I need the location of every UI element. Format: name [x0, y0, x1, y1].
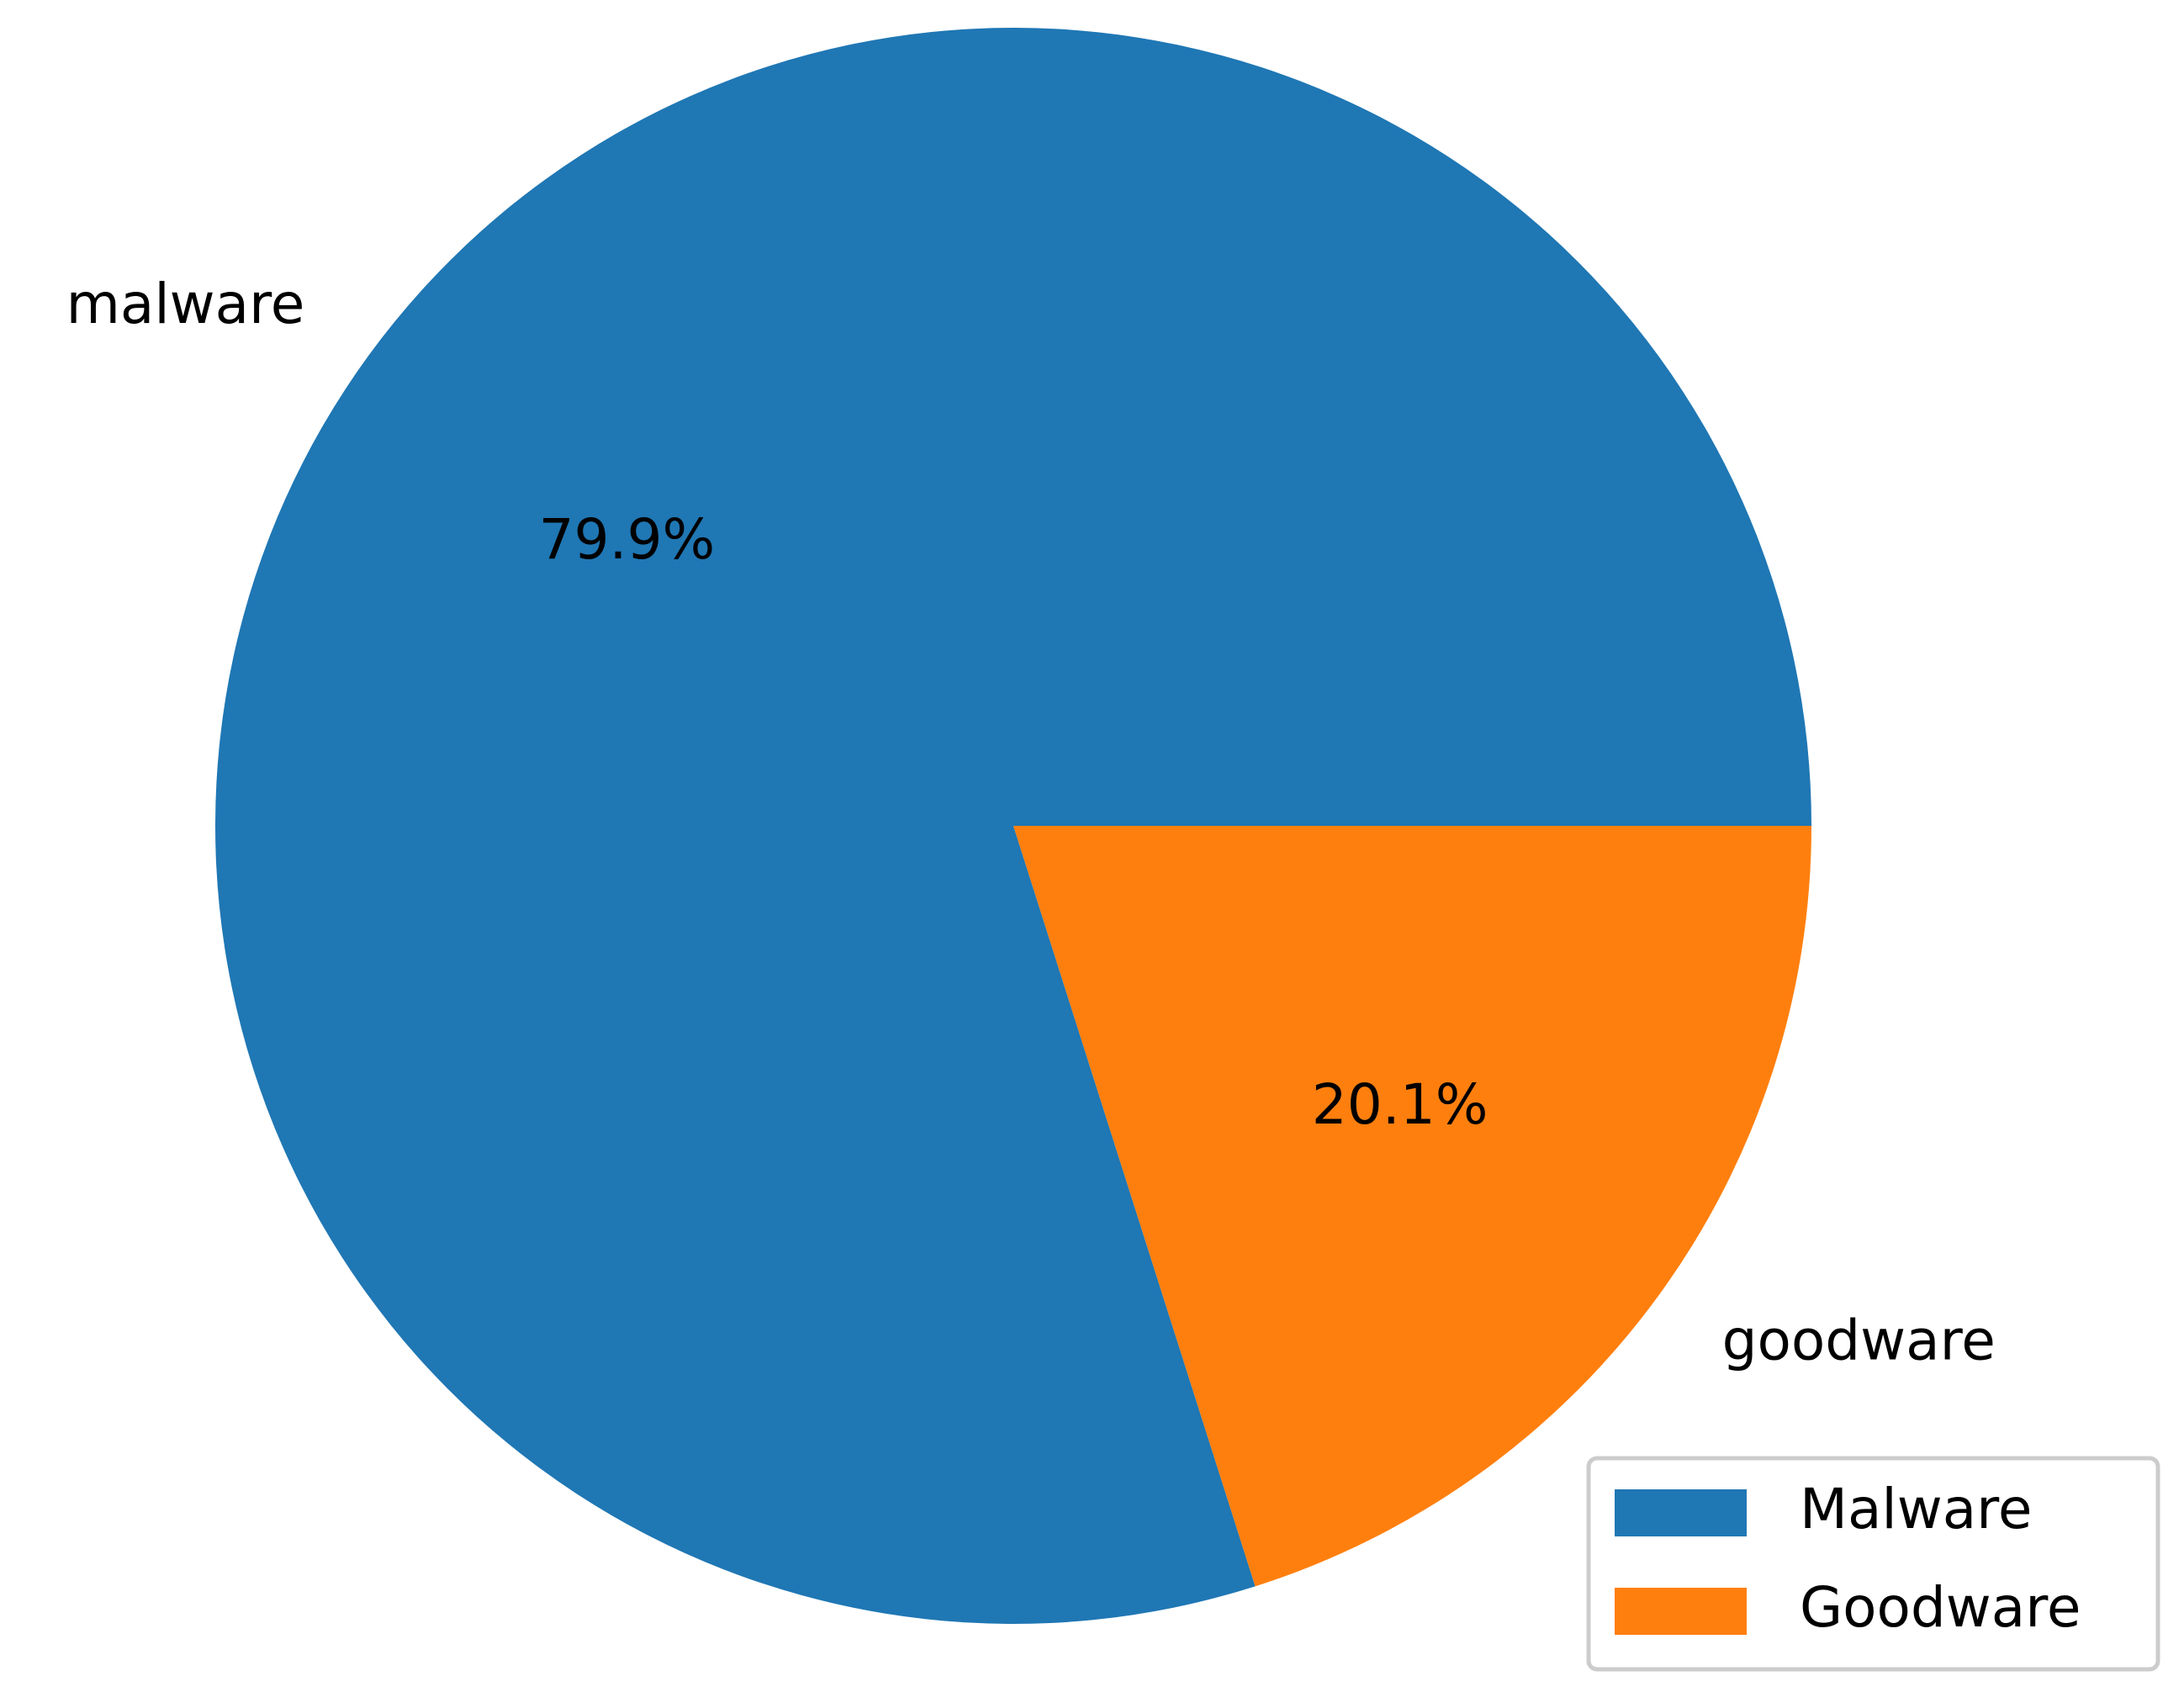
legend-swatch	[1615, 1588, 1747, 1635]
legend-label: Goodware	[1800, 1575, 2081, 1640]
pie-slice	[215, 28, 1812, 1625]
legend: Malware Goodware	[1586, 1456, 2160, 1672]
percent-label: 20.1%	[1312, 1072, 1489, 1137]
legend-swatch	[1615, 1489, 1747, 1536]
pie-slice	[1013, 826, 1811, 1587]
legend-label: Malware	[1800, 1477, 2032, 1541]
slice-label: malware	[66, 272, 305, 336]
percent-label: 79.9%	[539, 507, 716, 572]
slice-label: goodware	[1722, 1308, 1996, 1372]
